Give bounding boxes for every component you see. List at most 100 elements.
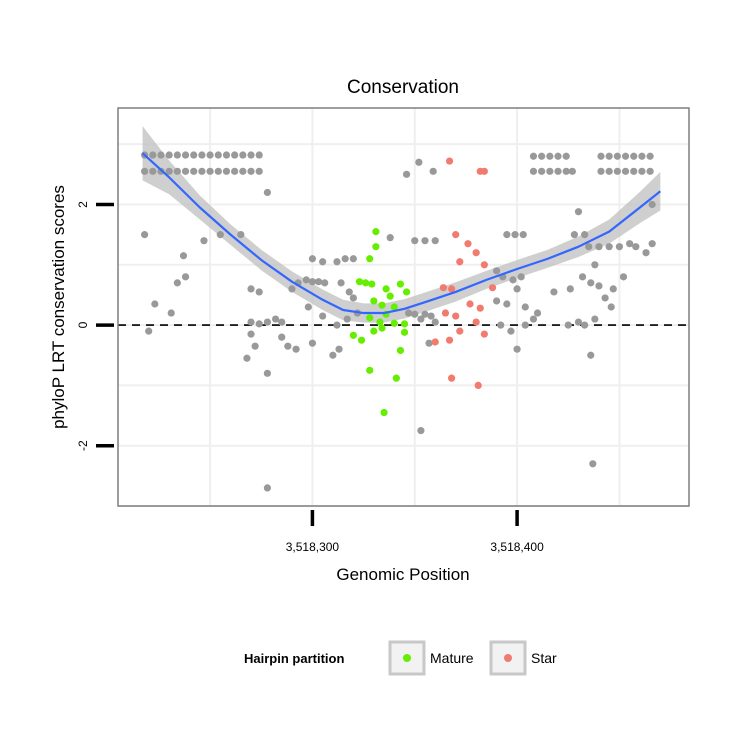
point-other [497,321,505,329]
point-other [564,321,572,329]
point-other [239,151,247,159]
point-star [480,261,488,269]
point-other [302,276,310,284]
point-other [648,200,656,209]
point-other [386,234,394,242]
point-mature [355,278,364,286]
point-other [511,231,519,239]
point-other [263,484,272,492]
point-other [247,167,255,175]
point-other [151,300,159,308]
point-other [613,152,621,160]
point-other [646,167,654,175]
legend-item-star: Star [489,640,557,676]
point-other [247,151,255,159]
point-mature [376,318,384,326]
point-other [200,237,208,245]
point-other [574,318,583,326]
point-star [439,284,448,292]
point-other [638,167,646,175]
point-other [417,427,425,435]
point-other [181,167,190,175]
point-other [581,321,589,329]
point-other [554,167,562,175]
point-other [247,330,255,338]
plot-border [117,107,690,507]
point-other [165,167,173,175]
point-mature [390,303,398,311]
point-other [255,151,263,159]
point-other [214,151,222,159]
point-other [181,273,190,281]
point-other [581,231,589,239]
point-other [529,152,538,160]
point-other [574,208,583,216]
point-other [247,318,255,326]
point-other [314,278,323,286]
point-star [431,338,439,346]
x-tick-label: 3,518,400 [490,540,544,554]
point-mature [372,243,380,251]
point-other [517,273,525,281]
confidence-band [142,126,661,323]
point-other [255,167,263,175]
point-mature [370,297,378,305]
point-other [304,303,312,311]
point-mature [400,328,409,336]
point-other [417,315,425,323]
y-axis: -2 0 2 [76,201,114,451]
point-other [642,249,650,257]
smooth-fit-line [141,152,662,315]
point-other [509,276,517,284]
point-other [425,339,433,347]
point-other [507,327,515,335]
point-other [214,167,222,175]
point-star [456,327,464,335]
point-other [319,312,327,320]
point-star [488,284,497,292]
point-mature [378,324,386,332]
point-other [493,297,501,305]
point-other [239,167,247,175]
point-other [231,151,239,159]
point-star [480,330,488,338]
point-other [173,279,181,287]
point-other [621,167,630,175]
point-star [472,249,480,257]
point-mature [380,408,388,417]
point-other [333,258,341,266]
point-other [402,170,411,178]
point-other [292,345,300,353]
point-mature [390,319,398,327]
point-other [288,285,296,293]
legend-swatch-star [504,654,512,662]
point-other [538,152,546,160]
point-other [591,315,599,323]
point-other [595,243,603,251]
y-tick-label: 2 [76,201,90,208]
point-other [591,261,599,269]
point-other [554,152,562,160]
point-other [550,288,558,296]
point-other [141,231,149,239]
point-star [447,374,456,382]
point-other [538,167,546,175]
data-points [141,151,656,492]
point-other [173,167,181,175]
point-other [145,327,153,335]
point-other [308,255,317,263]
point-other [632,243,640,251]
x-axis-label: Genomic Position [336,565,469,584]
smooth-confidence-band [142,126,661,323]
point-mature [396,346,405,355]
point-other [263,188,272,197]
point-other [566,285,574,293]
point-other [605,243,613,251]
point-mature [366,314,374,322]
point-other [179,252,188,260]
point-mature [366,255,374,263]
point-other [519,231,527,239]
point-other [263,369,272,377]
point-star [474,381,482,389]
point-other [341,255,349,263]
